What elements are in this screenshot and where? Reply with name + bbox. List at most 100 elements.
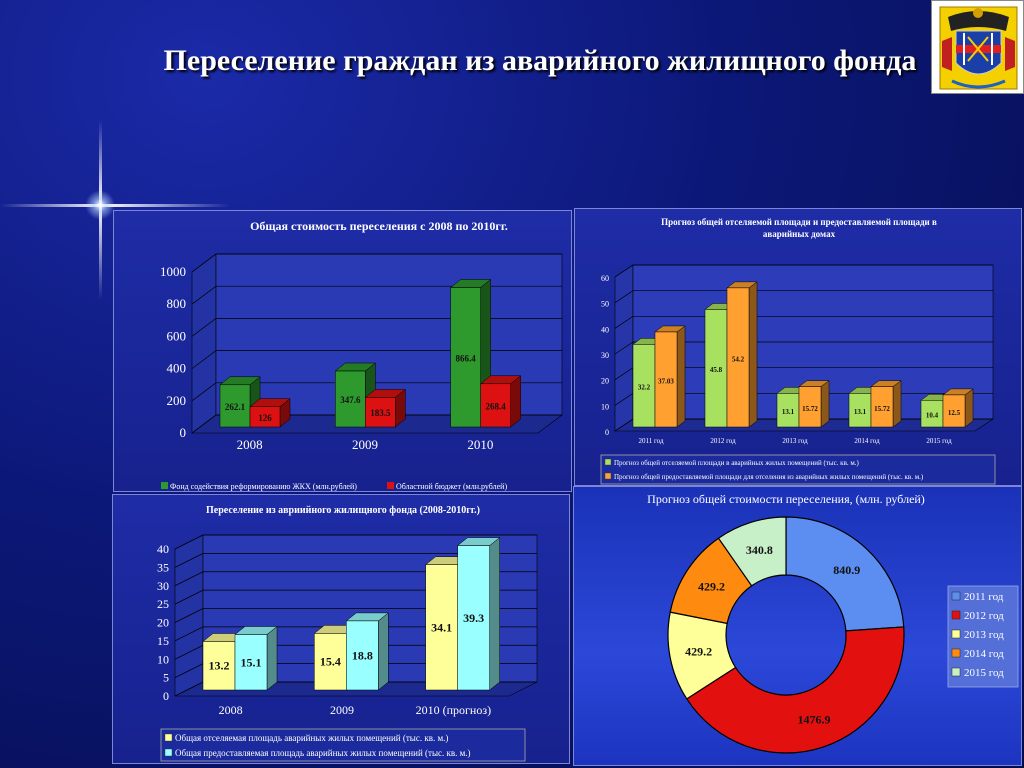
y-tick-label: 10 [601,402,609,411]
gridline [614,315,993,329]
resettlement-chart-panel: Переселение из авриийного жилищного фонд… [112,494,570,764]
data-label: 54.2 [732,355,745,363]
legend-label: 2014 год [964,648,1004,660]
bar-side [676,325,686,428]
data-label: 340.8 [746,543,773,557]
gridline [614,341,993,355]
bar-side [820,380,830,428]
legend-label: 2012 год [964,610,1004,622]
legend-swatch [604,472,612,480]
cost-chart: Общая стоимость переселения с 2008 по 20… [160,219,563,491]
bar-side [748,281,758,428]
bar [234,634,268,691]
y-tick-label: 600 [167,328,187,343]
data-label: 13.1 [854,408,867,416]
y-tick-label: 200 [167,393,187,408]
data-label: 12.5 [948,409,961,417]
legend-box [600,454,996,485]
legend-swatch [161,482,168,489]
donut-slice [785,516,905,632]
bar [219,384,251,428]
x-tick-label: 2014 год [854,437,880,445]
y-tick-label: 0 [180,425,187,440]
bar [450,287,481,428]
bar [346,620,379,691]
gridline [174,534,537,550]
data-label: 866.4 [456,353,477,363]
legend-label: 2011 год [964,591,1004,603]
x-tick-label: 2010 [467,437,493,452]
legend-label: Прогноз общей отселяемой площади в авари… [614,459,860,467]
y-tick-label: 15 [157,634,169,648]
gridline [191,350,562,369]
y-tick-label: 10 [157,652,169,666]
light-flare-horizontal [0,204,230,207]
legend-swatch [164,733,173,742]
bar-side [266,625,278,691]
donut-slice [685,626,905,754]
bar [942,394,966,428]
legend-label: Общая предоставляемая площадь аварийных … [175,748,471,758]
legend-box [160,728,526,762]
bar [480,383,511,428]
slide-title: Переселение граждан из аварийного жилищн… [163,44,917,77]
x-tick-label: 2009 [352,437,378,452]
x-tick-label: 2011 год [638,437,663,445]
gridline [191,318,562,337]
legend-label: Фонд содействия реформированию ЖКХ (млн.… [170,482,357,491]
bar [870,386,894,428]
x-tick-label: 2010 (прогноз) [416,703,492,717]
data-label: 429.2 [698,579,725,593]
gridline [614,264,993,278]
bar [202,641,236,691]
data-label: 15.72 [802,405,818,413]
x-tick-label: 2008 [219,703,243,717]
legend-swatch [951,648,961,658]
data-label: 840.9 [833,563,860,577]
data-label: 126 [258,413,272,423]
gridline [174,553,537,568]
y-tick-label: 60 [601,274,609,283]
donut-slice [717,516,787,587]
legend-label: Областной бюджет (млн.рублей) [396,482,507,491]
legend-label: Общая отселяемая площадь аварийных жилых… [175,733,448,743]
legend-swatch [951,591,961,601]
chart-title: Прогноз общей стоимости переселения, (мл… [647,492,925,506]
data-label: 15.1 [241,655,262,669]
y-tick-label: 50 [601,300,609,309]
legend-swatch [164,748,173,757]
data-label: 34.1 [431,620,452,634]
bar [654,331,678,428]
area-forecast-chart: Прогноз общей отселяемой площади и предо… [600,217,996,485]
data-label: 1476.9 [798,712,831,726]
data-label: 10.4 [926,412,939,420]
y-tick-label: 0 [605,428,609,437]
chart-title: Общая стоимость переселения с 2008 по 20… [250,219,508,233]
x-tick-label: 2008 [237,437,263,452]
gridline [191,382,562,402]
legend-swatch [604,458,612,466]
x-tick-label: 2015 год [926,437,952,445]
data-label: 15.4 [320,655,341,669]
bar [726,287,750,428]
bar [798,386,822,428]
legend-swatch [387,482,394,489]
bar-side [489,537,500,691]
y-tick-label: 20 [157,616,169,630]
legend-swatch [951,667,961,677]
data-label: 268.4 [486,401,507,411]
bar [314,633,347,691]
chart-side-wall [191,253,217,434]
data-label: 262.1 [225,402,246,412]
bar [249,406,281,428]
data-label: 429.2 [685,645,712,659]
x-tick-label: 2009 [330,703,354,717]
cost-forecast-donut: Прогноз общей стоимости переселения, (мл… [647,492,1019,754]
x-tick-label: 2013 год [782,437,808,445]
y-tick-label: 40 [601,325,609,334]
bar [457,545,490,691]
bar-side [378,612,389,691]
y-tick-label: 30 [157,579,169,593]
bar-side [892,380,902,428]
y-tick-label: 1000 [160,264,186,279]
